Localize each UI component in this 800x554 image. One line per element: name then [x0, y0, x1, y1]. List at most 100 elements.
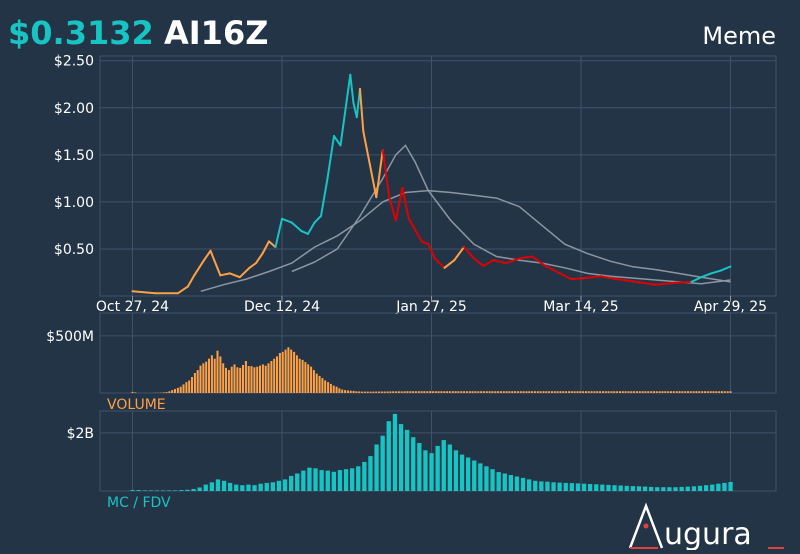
price-line-segment	[484, 260, 494, 266]
volume-bar	[591, 391, 593, 393]
volume-bar	[438, 391, 440, 393]
mc_fdv-bar	[234, 485, 238, 491]
volume-bar	[455, 391, 457, 393]
mc_fdv-bar	[191, 489, 195, 491]
mc_fdv-bar	[149, 490, 153, 491]
volume-bar	[395, 391, 397, 393]
volume-bar	[276, 356, 278, 393]
volume-bar	[401, 391, 403, 393]
volume-bar	[506, 391, 508, 393]
price-line-segment	[328, 136, 335, 178]
price-line-segment	[308, 223, 315, 234]
volume-bar	[534, 391, 536, 393]
augura-logo: ugura	[628, 502, 788, 550]
mc_fdv-bar	[722, 483, 726, 491]
volume-bar	[520, 391, 522, 393]
mc_fdv-bar	[374, 445, 378, 492]
volume-bar	[171, 390, 173, 393]
mc_fdv-bar	[606, 485, 610, 491]
volume-bar	[418, 391, 420, 393]
volume-bar	[361, 392, 363, 393]
mc_fdv-bar	[582, 484, 586, 491]
price-line-segment	[220, 273, 230, 275]
volume-bar	[707, 391, 709, 393]
volume-bar	[222, 363, 224, 393]
volume-bar	[251, 366, 253, 393]
price-line-segment	[302, 231, 309, 234]
volume-bar	[608, 391, 610, 393]
mc_fdv-bar	[454, 450, 458, 491]
y-tick-label: $1.50	[54, 148, 94, 164]
price-line-segment	[133, 291, 156, 293]
volume-bar	[392, 391, 394, 393]
volume-bar	[248, 366, 250, 393]
volume-bar	[611, 391, 613, 393]
price-line-segment	[571, 278, 584, 279]
mc_fdv-bar	[185, 490, 189, 491]
volume-bar	[302, 360, 304, 393]
mc_fdv-bar	[240, 485, 244, 491]
price-line-segment	[276, 219, 283, 247]
volume-bar	[704, 391, 706, 393]
volume-bar	[659, 391, 661, 393]
volume-bar	[188, 380, 190, 393]
mc_fdv-bar	[497, 472, 501, 491]
volume-bar	[585, 391, 587, 393]
price-line-segment	[188, 275, 195, 286]
volume-bar	[721, 391, 723, 393]
volume-bar	[191, 377, 193, 393]
mc_fdv-bar	[301, 471, 305, 491]
volume-bar	[432, 391, 434, 393]
volume-bar	[650, 391, 652, 393]
volume-bar	[554, 391, 556, 393]
volume-bar	[321, 378, 323, 393]
volume-bar	[313, 370, 315, 393]
volume-bar	[166, 392, 168, 393]
mc_fdv-bar	[661, 487, 665, 491]
price-line-segment	[363, 131, 370, 164]
mc_fdv-bar	[289, 476, 293, 491]
mc_fdv-bar	[216, 479, 220, 491]
mc_fdv-bar	[649, 487, 653, 491]
volume-bar	[183, 384, 185, 393]
mc_fdv-bar	[423, 450, 427, 491]
mc_fdv-bar	[667, 487, 671, 491]
mc_fdv-bar	[515, 477, 519, 492]
volume-bar	[387, 391, 389, 393]
volume-bar	[350, 391, 352, 393]
volume-bar	[528, 391, 530, 393]
mc_fdv-bar	[405, 430, 409, 491]
volume-bar	[378, 392, 380, 394]
volume-bar	[690, 391, 692, 393]
volume-bar	[449, 391, 451, 393]
volume-bar	[718, 391, 720, 393]
mc_fdv-bar	[350, 468, 354, 491]
volume-bar	[134, 392, 136, 393]
mc_fdv-bar	[167, 490, 171, 491]
volume-bar	[310, 367, 312, 393]
price-line-segment	[269, 241, 276, 247]
mc_fdv-bar	[210, 482, 214, 491]
mc_fdv-bar	[673, 487, 677, 491]
mc_fdv-y-tick-label: $2B	[67, 426, 94, 442]
volume-bar	[287, 347, 289, 393]
volume-bar	[710, 391, 712, 393]
mc_fdv-bar	[204, 485, 208, 491]
volume-bar	[316, 374, 318, 393]
mc_fdv-bar	[246, 485, 250, 491]
mc_fdv-bar	[466, 458, 470, 492]
price-line-segment	[675, 282, 691, 283]
volume-bar	[440, 391, 442, 393]
volume-bar	[543, 391, 545, 393]
volume-bar	[214, 359, 216, 393]
mc_fdv-bar	[368, 456, 372, 491]
volume-bar	[285, 350, 287, 393]
volume-bar	[168, 391, 170, 393]
volume-bar	[330, 384, 332, 393]
mc_fdv-bar	[448, 445, 452, 492]
volume-bar	[602, 391, 604, 393]
price-line-segment	[240, 268, 250, 277]
volume-bar	[557, 391, 559, 393]
